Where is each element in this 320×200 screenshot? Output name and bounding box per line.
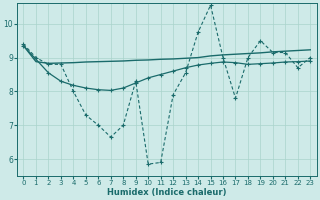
X-axis label: Humidex (Indice chaleur): Humidex (Indice chaleur) [107,188,227,197]
